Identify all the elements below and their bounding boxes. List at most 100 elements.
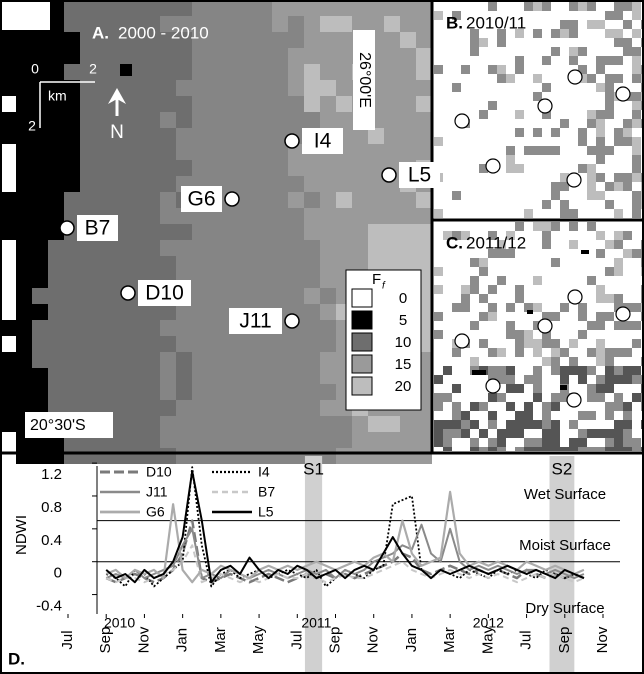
map-cell xyxy=(304,288,320,304)
map-cell xyxy=(605,384,614,393)
map-cell xyxy=(452,411,461,420)
map-cell xyxy=(144,368,160,384)
map-cell xyxy=(112,176,128,192)
map-cell xyxy=(524,438,533,447)
map-cell xyxy=(224,128,240,144)
map-cell xyxy=(336,64,352,80)
map-cell xyxy=(569,339,578,348)
map-cell xyxy=(128,336,144,352)
map-cell xyxy=(0,64,16,80)
legend-swatch xyxy=(351,288,373,308)
map-cell xyxy=(352,192,368,208)
map-cell xyxy=(596,231,605,240)
zone-label: Wet Surface xyxy=(524,486,606,503)
map-cell xyxy=(32,368,48,384)
map-cell xyxy=(288,352,304,368)
map-cell xyxy=(224,16,240,32)
map-cell xyxy=(256,48,272,64)
map-cell xyxy=(128,16,144,32)
map-cell xyxy=(128,192,144,208)
map-cell xyxy=(176,160,192,176)
map-cell xyxy=(587,2,596,11)
map-cell xyxy=(128,32,144,48)
map-cell xyxy=(80,0,96,16)
map-cell xyxy=(368,256,384,272)
map-cell xyxy=(596,110,605,119)
map-cell xyxy=(64,384,80,400)
map-cell xyxy=(304,48,320,64)
panel-title: 2010/11 xyxy=(466,13,526,32)
map-cell xyxy=(551,312,560,321)
map-cell xyxy=(320,0,336,16)
map-cell xyxy=(368,416,384,432)
map-cell xyxy=(400,240,416,256)
map-cell xyxy=(288,336,304,352)
map-cell xyxy=(48,192,64,208)
map-cell xyxy=(64,368,80,384)
map-cell xyxy=(400,16,416,32)
map-cell xyxy=(497,249,506,258)
map-cell xyxy=(578,128,587,137)
map-cell xyxy=(96,192,112,208)
map-cell xyxy=(384,112,400,128)
map-cell xyxy=(506,375,515,384)
x-tick-label: Sep xyxy=(556,627,573,654)
map-cell xyxy=(623,128,632,137)
map-cell xyxy=(384,128,400,144)
map-cell xyxy=(596,191,605,200)
map-cell xyxy=(542,447,551,451)
map-cell xyxy=(368,16,384,32)
map-cell xyxy=(304,256,320,272)
site-marker xyxy=(224,191,240,207)
year-label: 2011 xyxy=(301,615,331,631)
map-cell xyxy=(336,256,352,272)
map-cell xyxy=(515,285,524,294)
map-cell xyxy=(596,339,605,348)
map-cell xyxy=(384,16,400,32)
north-arrow xyxy=(108,88,126,104)
map-cell xyxy=(272,0,288,16)
map-cell xyxy=(192,48,208,64)
map-cell xyxy=(560,20,569,29)
map-cell xyxy=(551,348,560,357)
map-cell xyxy=(632,65,641,74)
map-cell xyxy=(112,32,128,48)
map-cell xyxy=(240,16,256,32)
map-cell xyxy=(128,160,144,176)
map-cell xyxy=(80,176,96,192)
map-cell xyxy=(288,0,304,16)
map-cell xyxy=(48,448,64,464)
map-cell xyxy=(272,64,288,80)
map-cell xyxy=(128,352,144,368)
map-cell xyxy=(479,294,488,303)
map-cell xyxy=(542,420,551,429)
map-cell xyxy=(256,400,272,416)
map-cell xyxy=(587,384,596,393)
map-cell xyxy=(16,256,32,272)
map-cell xyxy=(605,56,614,65)
map-cell xyxy=(240,208,256,224)
map-cell xyxy=(623,2,632,11)
map-cell xyxy=(542,402,551,411)
map-cell xyxy=(208,32,224,48)
x-tick-label: May xyxy=(250,625,267,654)
map-cell xyxy=(32,336,48,352)
map-cell xyxy=(434,312,443,321)
map-cell xyxy=(587,366,596,375)
map-cell xyxy=(497,375,506,384)
map-cell xyxy=(641,384,642,393)
map-cell xyxy=(515,110,524,119)
map-cell xyxy=(632,119,641,128)
map-cell xyxy=(596,321,605,330)
map-cell xyxy=(32,272,48,288)
map-cell xyxy=(470,276,479,285)
x-tick-label: Jul xyxy=(518,630,535,649)
map-cell xyxy=(560,200,569,209)
map-cell xyxy=(272,256,288,272)
map-cell xyxy=(368,176,384,192)
map-cell xyxy=(605,438,614,447)
map-cell xyxy=(192,224,208,240)
map-cell xyxy=(578,411,587,420)
map-cell xyxy=(80,240,96,256)
